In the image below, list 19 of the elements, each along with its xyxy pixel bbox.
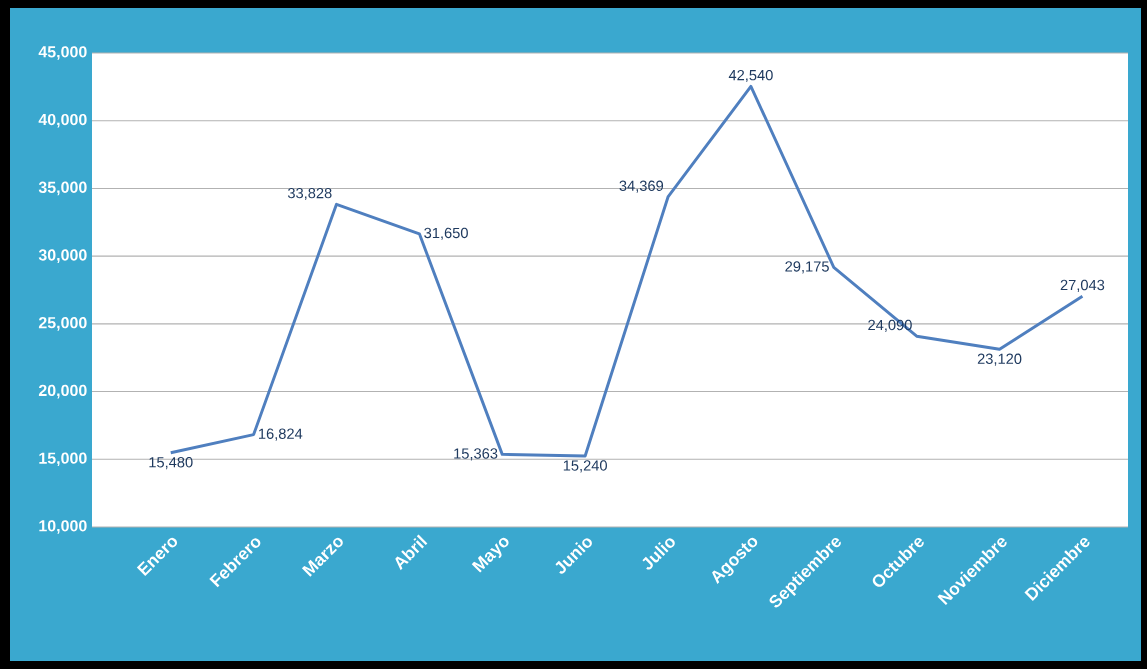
y-tick-label: 15,000 — [39, 452, 87, 467]
y-tick-label: 10,000 — [39, 520, 87, 534]
y-tick-label: 20,000 — [38, 384, 87, 399]
data-label: 33,828 — [287, 187, 332, 201]
y-tick-label: 35,000 — [38, 181, 87, 196]
data-label: 16,824 — [258, 428, 303, 441]
y-tick-label: 30,000 — [38, 249, 87, 263]
data-label: 15,240 — [563, 460, 607, 473]
data-label: 15,480 — [149, 457, 193, 470]
data-label: 31,650 — [424, 227, 468, 240]
data-label: 23,120 — [977, 353, 1022, 366]
data-label: 27,043 — [1060, 279, 1105, 292]
data-label: 34,369 — [619, 180, 664, 193]
data-label: 42,540 — [728, 69, 773, 83]
y-tick-label: 45,000 — [38, 46, 87, 60]
data-label: 29,175 — [785, 261, 829, 274]
data-label: 15,363 — [454, 448, 498, 461]
y-tick-label: 40,000 — [38, 113, 87, 128]
y-tick-label: 25,000 — [38, 317, 87, 331]
